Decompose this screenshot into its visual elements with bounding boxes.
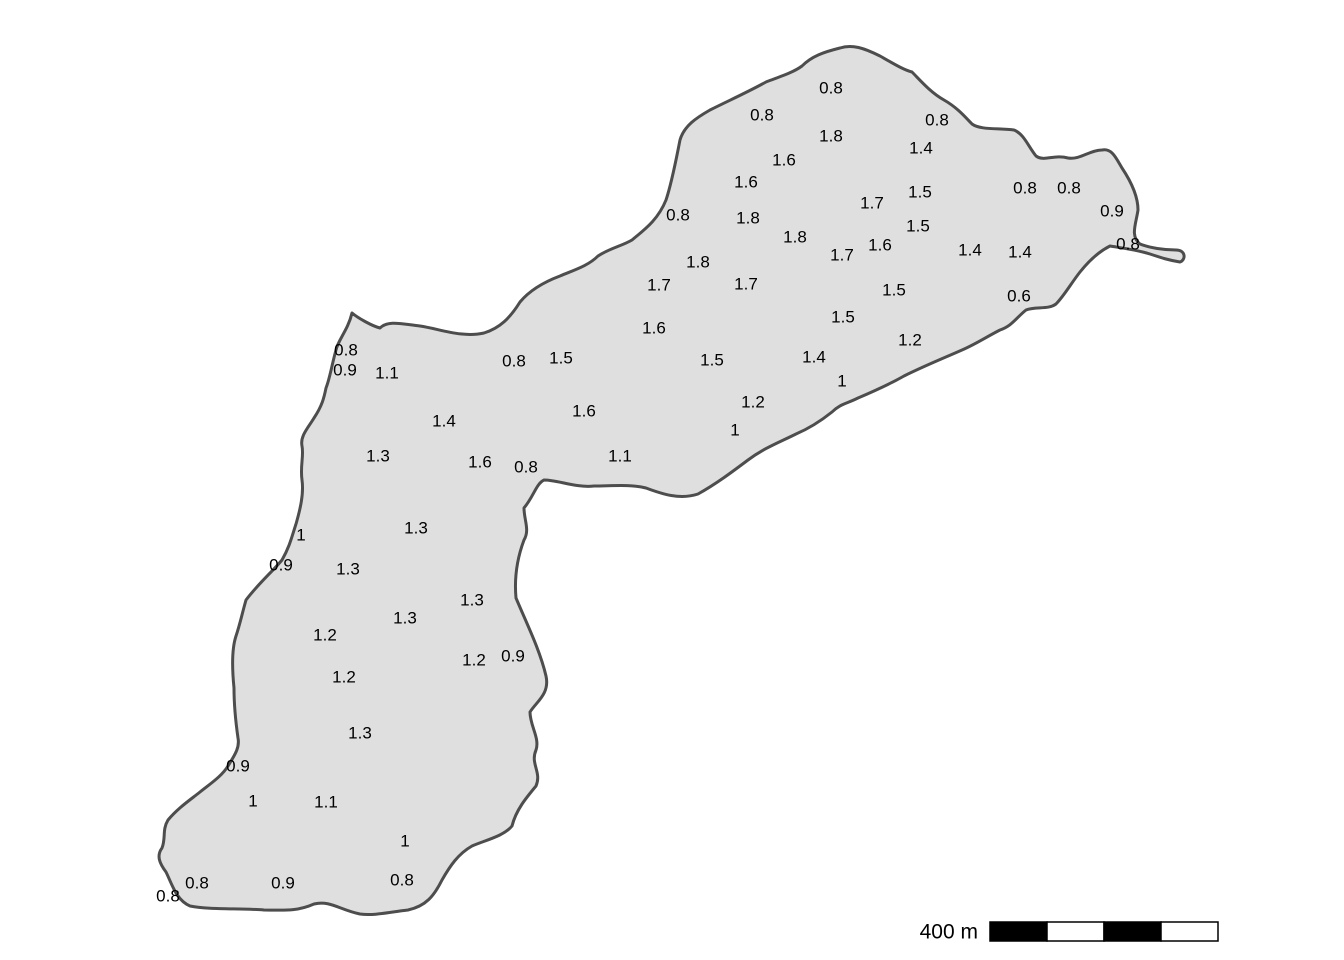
depth-label: 1.6: [772, 151, 796, 170]
depth-label: 1.3: [348, 724, 372, 743]
depth-soundings: 0.8 0.8 1.8 0.8 1.4 1.6 1.6 1.5 0.8 0.8 1.7 0.8 1.8 0…: [156, 79, 1140, 906]
depth-label: 1.6: [468, 453, 492, 472]
depth-label: 1.5: [700, 351, 724, 370]
depth-label: 1.4: [958, 241, 982, 260]
depth-label: 0.8: [925, 111, 949, 130]
depth-label: 1.6: [642, 319, 666, 338]
depth-label: 0.8: [1013, 179, 1037, 198]
depth-label: 1.6: [734, 173, 758, 192]
depth-label: 1: [837, 372, 846, 391]
depth-label: 1.1: [375, 364, 399, 383]
depth-label: 0.9: [226, 757, 250, 776]
depth-label: 0.9: [333, 361, 357, 380]
depth-label: 1: [730, 421, 739, 440]
depth-label: 1.5: [906, 217, 930, 236]
depth-label: 1.3: [336, 560, 360, 579]
depth-label: 0.8: [1057, 179, 1081, 198]
depth-label: 0.8: [819, 79, 843, 98]
depth-label: 1.1: [608, 447, 632, 466]
depth-label: 1.2: [898, 331, 922, 350]
depth-label: 0.8: [334, 341, 358, 360]
depth-label: 1.2: [462, 651, 486, 670]
depth-label: 1.2: [313, 626, 337, 645]
depth-label: 1.5: [908, 183, 932, 202]
depth-label: 0.6: [1007, 287, 1031, 306]
depth-label: 1.2: [741, 393, 765, 412]
depth-label: 1.6: [572, 402, 596, 421]
scale-bar-label: 400 m: [920, 921, 978, 944]
depth-label: 0.8: [514, 458, 538, 477]
depth-label: 0.8: [750, 106, 774, 125]
depth-label: 1: [400, 832, 409, 851]
depth-label: 0.8: [666, 206, 690, 225]
depth-label: 1.7: [647, 276, 671, 295]
depth-label: 0.9: [1100, 202, 1124, 221]
depth-label: 1.3: [460, 591, 484, 610]
depth-label: 1: [296, 526, 305, 545]
depth-label: 1.7: [830, 246, 854, 265]
depth-label: 1.8: [686, 253, 710, 272]
depth-label: 1.5: [549, 349, 573, 368]
depth-label: 1.7: [860, 194, 884, 213]
depth-label: 1.8: [736, 209, 760, 228]
depth-label: 1.4: [432, 412, 456, 431]
depth-label: 1.8: [783, 228, 807, 247]
depth-label: 0.9: [501, 647, 525, 666]
depth-label: 1.8: [819, 127, 843, 146]
scale-bar-segment: [1160, 921, 1219, 942]
depth-label: 1.3: [366, 447, 390, 466]
depth-label: 0.9: [269, 556, 293, 575]
lake-outline: [157, 44, 1186, 916]
depth-label: 1.4: [909, 139, 933, 158]
depth-label: 1.6: [868, 236, 892, 255]
depth-label: 1.4: [1008, 243, 1032, 262]
depth-label: 1.4: [802, 348, 826, 367]
depth-label: 1.5: [882, 281, 906, 300]
depth-label: 1.3: [404, 519, 428, 538]
scale-bar: 400 m: [920, 921, 1219, 944]
depth-label: 1.1: [314, 793, 338, 812]
depth-label: 1.2: [332, 668, 356, 687]
scale-bar-segment: [1103, 921, 1162, 942]
depth-label: 1: [248, 792, 257, 811]
depth-label: 0.8: [185, 874, 209, 893]
depth-label: 0.9: [271, 874, 295, 893]
depth-label: 1.7: [734, 275, 758, 294]
depth-label: 0.8: [390, 871, 414, 890]
scale-bar-segment: [1046, 921, 1105, 942]
depth-label: 1.5: [831, 308, 855, 327]
depth-label: 1.3: [393, 609, 417, 628]
depth-label: 0.8: [502, 352, 526, 371]
scale-bar-segment: [989, 921, 1048, 942]
depth-label: 0.8: [1116, 235, 1140, 254]
depth-label: 0.8: [156, 887, 180, 906]
